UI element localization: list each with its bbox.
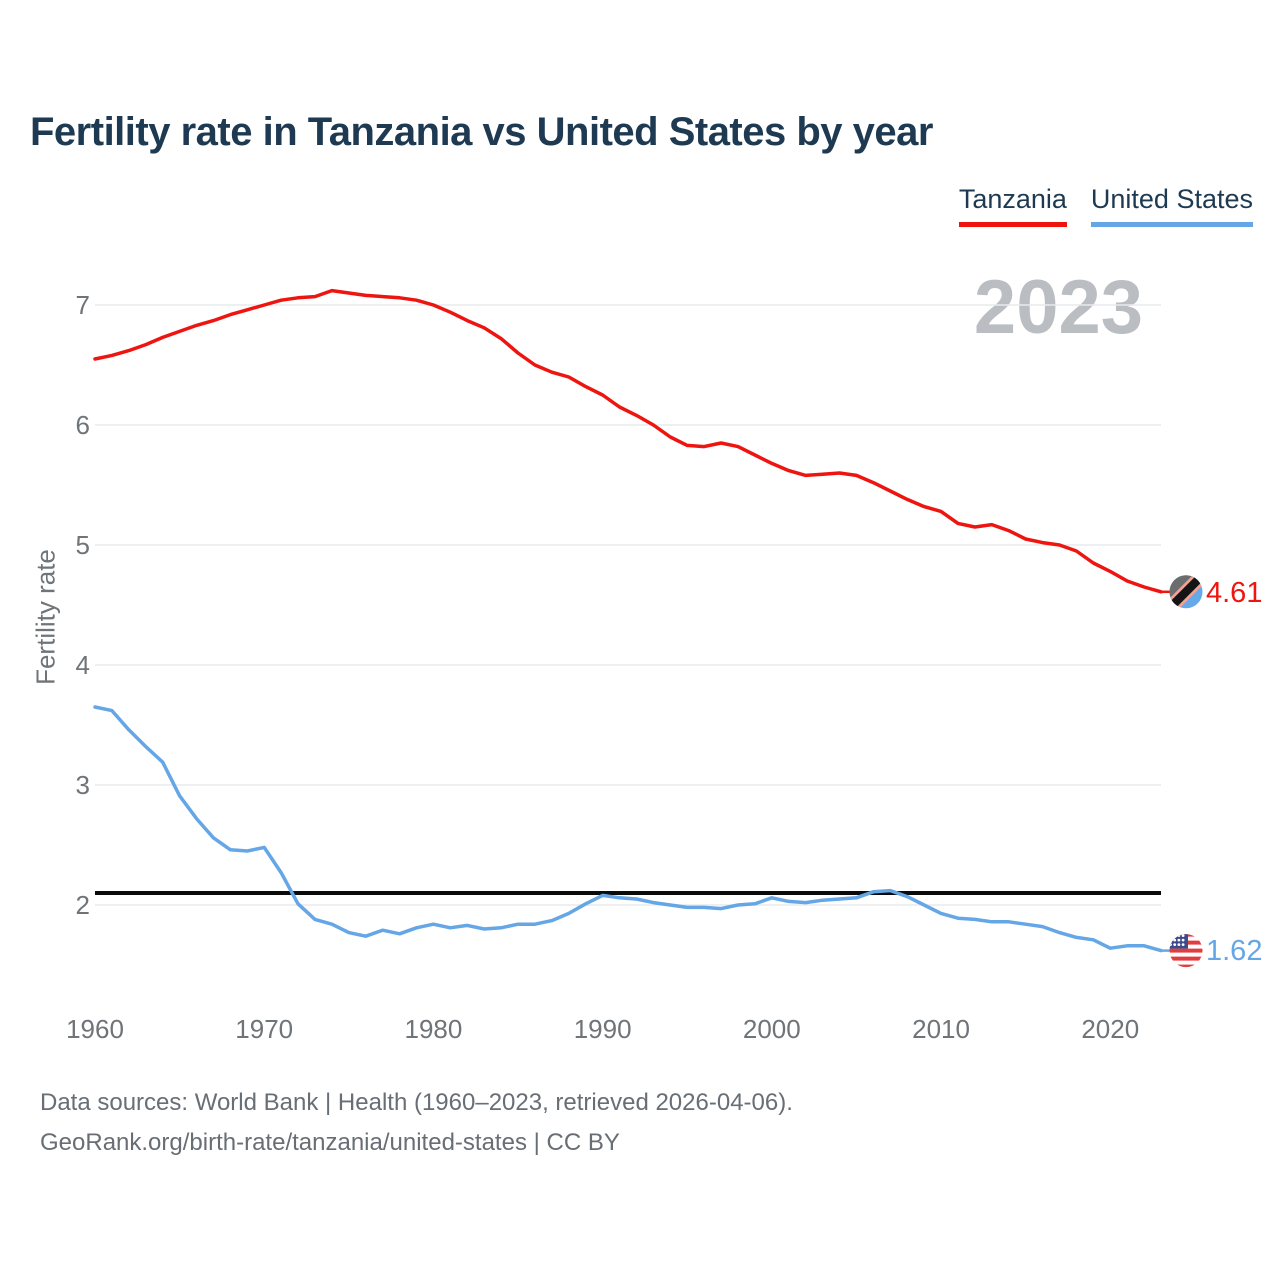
x-tick-1960: 1960 — [66, 1014, 124, 1044]
page-title: Fertility rate in Tanzania vs United Sta… — [30, 110, 933, 154]
legend-item-united-states[interactable]: United States — [1090, 184, 1253, 227]
tanzania-line — [93, 288, 1163, 594]
y-axis-label: Fertility rate — [30, 549, 61, 685]
tanzania-flag-icon — [1169, 575, 1203, 609]
chart-legend: Tanzania United States — [958, 184, 1253, 227]
y-tick-6: 6 — [76, 410, 90, 440]
x-tick-2000: 2000 — [743, 1014, 801, 1044]
data-sources-text: Data sources: World Bank | Health (1960–… — [40, 1089, 793, 1116]
y-tick-5: 5 — [76, 530, 90, 560]
x-tick-1970: 1970 — [235, 1014, 293, 1044]
attribution-text: GeoRank.org/birth-rate/tanzania/united-s… — [40, 1129, 620, 1156]
legend-item-tanzania[interactable]: Tanzania — [958, 184, 1067, 227]
x-tick-2010: 2010 — [912, 1014, 970, 1044]
current-year-watermark: 2023 — [973, 265, 1143, 350]
y-tick-4: 4 — [76, 650, 90, 680]
tanzania-end-value: 4.61 — [1206, 577, 1263, 609]
y-tick-2: 2 — [76, 890, 90, 920]
united-states-end-value: 1.62 — [1206, 935, 1263, 967]
y-tick-3: 3 — [76, 770, 90, 800]
x-tick-1980: 1980 — [404, 1014, 462, 1044]
x-tick-1990: 1990 — [574, 1014, 632, 1044]
united-states-line — [93, 705, 1163, 953]
x-tick-2020: 2020 — [1081, 1014, 1139, 1044]
united-states-flag-icon — [1169, 934, 1203, 968]
y-tick-7: 7 — [76, 290, 90, 320]
